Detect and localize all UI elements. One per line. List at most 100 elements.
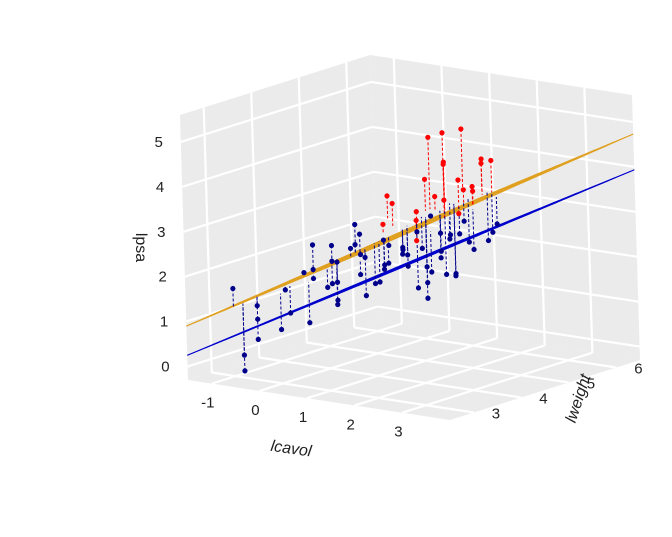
grid-line — [185, 260, 377, 323]
z-tick-label: 0 — [161, 359, 169, 376]
data-point — [301, 270, 307, 276]
residual-line — [453, 203, 457, 276]
grid-line — [487, 73, 499, 339]
data-point — [380, 221, 386, 227]
data-point — [414, 229, 420, 235]
residual-line — [463, 203, 465, 222]
data-point — [357, 251, 364, 258]
grid-line — [297, 77, 308, 343]
data-point — [335, 301, 341, 308]
data-point — [439, 130, 445, 136]
grid-line — [372, 125, 635, 168]
data-point — [460, 187, 466, 193]
data-point — [288, 310, 294, 316]
residual-line — [373, 243, 377, 284]
data-point — [415, 285, 422, 291]
grid-line — [211, 322, 403, 385]
residual-line — [232, 288, 234, 307]
data-point — [413, 209, 419, 215]
grid-line — [345, 62, 356, 328]
x-tick-label: 0 — [251, 402, 259, 419]
grid-line — [583, 87, 594, 353]
residual-line — [326, 269, 329, 288]
data-point — [453, 273, 459, 279]
y-tick-label: 5 — [587, 376, 595, 393]
data-point — [254, 303, 260, 309]
data-point — [329, 258, 335, 264]
residual-line — [416, 225, 419, 288]
data-point — [419, 245, 425, 251]
data-point — [242, 368, 248, 374]
z-tick-label: 2 — [159, 269, 167, 286]
data-point — [384, 193, 390, 199]
data-point — [438, 255, 444, 261]
data-point — [447, 236, 453, 242]
grid-line — [259, 329, 450, 392]
regression-planes — [186, 133, 635, 356]
grid-line — [183, 170, 374, 233]
data-point — [380, 237, 387, 243]
grid-line — [202, 107, 213, 373]
grid-line — [354, 326, 617, 369]
grid-line — [392, 58, 403, 324]
grid-line — [377, 305, 640, 348]
data-point — [469, 183, 475, 190]
residual-line — [430, 231, 433, 273]
data-point — [362, 254, 368, 260]
residual-line — [336, 259, 339, 283]
data-point — [470, 188, 476, 194]
data-point — [413, 217, 419, 224]
data-point — [466, 239, 472, 245]
data-point — [335, 297, 341, 303]
data-point — [358, 271, 364, 278]
plane-mesh-line — [443, 133, 634, 214]
grid-line — [402, 351, 593, 414]
data-point — [325, 284, 331, 290]
grid-line — [259, 356, 522, 399]
floor-panel — [188, 320, 640, 420]
plane-mesh-line — [375, 133, 634, 248]
background-panels — [180, 55, 640, 420]
data-point — [381, 266, 388, 272]
data-point — [400, 251, 406, 257]
residual-line — [490, 160, 493, 192]
data-point — [432, 193, 438, 200]
data-point — [405, 263, 411, 269]
data-point — [494, 221, 500, 227]
y-tick-label: 4 — [539, 391, 547, 408]
data-point — [424, 264, 430, 270]
data-point — [372, 280, 379, 287]
grid-line — [184, 215, 376, 278]
data-point — [255, 336, 261, 342]
grid-line — [181, 125, 373, 188]
x-tick-label: 1 — [299, 409, 307, 426]
data-point — [255, 316, 261, 322]
data-point — [444, 271, 450, 277]
residual-line — [359, 234, 361, 253]
data-point — [356, 231, 363, 237]
plane-mesh-line — [376, 169, 635, 279]
data-point — [456, 211, 462, 217]
data-point — [447, 232, 454, 238]
data-point — [471, 246, 477, 253]
residual-line — [420, 216, 423, 249]
x-axis-title: lcavol — [270, 438, 313, 461]
data-point — [437, 230, 444, 236]
data-point — [438, 248, 444, 254]
data-point — [352, 221, 358, 228]
residual-line — [406, 225, 409, 267]
grid-line — [354, 344, 546, 407]
data-point — [389, 200, 395, 207]
residual-line — [386, 195, 389, 219]
data-point — [441, 197, 447, 203]
tick-labels: -1 0 1 2 3 3 4 5 6 0 1 2 3 4 5 — [154, 134, 642, 441]
grid-line — [187, 305, 378, 368]
grid-line — [211, 371, 474, 414]
grid-line — [180, 80, 372, 143]
data-point — [352, 242, 358, 248]
data-point — [310, 275, 317, 282]
grid-line — [373, 170, 636, 213]
residual-line — [391, 203, 394, 226]
grid-line — [374, 215, 638, 258]
